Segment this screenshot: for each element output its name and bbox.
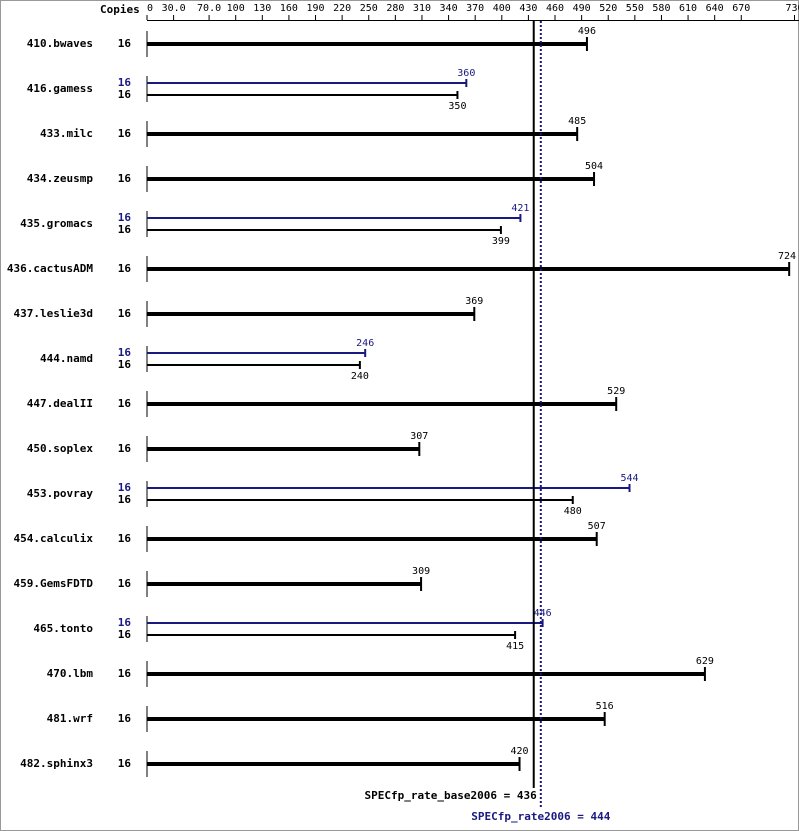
value-label: 504 [585, 161, 603, 172]
x-tick-label: 30.0 [162, 3, 186, 14]
copies-label: 16 [118, 616, 132, 629]
benchmark-label: 434.zeusmp [27, 172, 94, 185]
benchmark-label: 470.lbm [47, 667, 94, 680]
copies-label: 16 [118, 127, 132, 140]
value-label: 724 [778, 251, 796, 262]
x-tick-label: 520 [599, 3, 617, 14]
benchmark-label: 437.leslie3d [14, 307, 93, 320]
value-label: 480 [564, 506, 582, 517]
copies-label: 16 [118, 346, 132, 359]
x-tick-label: 160 [280, 3, 298, 14]
x-tick-label: 610 [679, 3, 697, 14]
benchmark-label: 433.milc [40, 127, 93, 140]
x-tick-label: 550 [626, 3, 644, 14]
copies-label: 16 [118, 532, 132, 545]
benchmark-label: 465.tonto [33, 622, 93, 635]
x-tick-label: 280 [386, 3, 404, 14]
value-label: 350 [448, 101, 466, 112]
x-tick-label: 70.0 [197, 3, 221, 14]
value-label: 240 [351, 371, 369, 382]
copies-label: 16 [118, 358, 132, 371]
x-tick-label: 0 [147, 3, 153, 14]
x-tick-label: 670 [732, 3, 750, 14]
value-label: 544 [620, 473, 638, 484]
x-tick-label: 190 [306, 3, 324, 14]
copies-label: 16 [118, 493, 132, 506]
copies-label: 16 [118, 211, 132, 224]
copies-label: 16 [118, 76, 132, 89]
x-tick-label: 640 [706, 3, 724, 14]
x-tick-label: 340 [440, 3, 458, 14]
benchmark-label: 435.gromacs [20, 217, 93, 230]
copies-label: 16 [118, 757, 132, 770]
copies-label: 16 [118, 88, 132, 101]
benchmark-label: 444.namd [40, 352, 93, 365]
copies-label: 16 [118, 262, 132, 275]
value-label: 629 [696, 656, 714, 667]
value-label: 369 [465, 296, 483, 307]
x-tick-label: 370 [466, 3, 484, 14]
copies-label: 16 [118, 307, 132, 320]
copies-label: 16 [118, 223, 132, 236]
copies-label: 16 [118, 172, 132, 185]
benchmark-label: 447.dealII [27, 397, 93, 410]
value-label: 507 [588, 521, 606, 532]
value-label: 446 [534, 608, 552, 619]
copies-label: 16 [118, 667, 132, 680]
value-label: 516 [596, 701, 614, 712]
benchmark-label: 481.wrf [47, 712, 93, 725]
copies-label: 16 [118, 442, 132, 455]
x-tick-label: 460 [546, 3, 564, 14]
benchmark-label: 416.gamess [27, 82, 93, 95]
copies-header: Copies [100, 3, 140, 16]
copies-label: 16 [118, 712, 132, 725]
copies-label: 16 [118, 628, 132, 641]
x-tick-label: 130 [253, 3, 271, 14]
x-tick-label: 730 [785, 3, 799, 14]
benchmark-label: 454.calculix [14, 532, 94, 545]
x-tick-label: 220 [333, 3, 351, 14]
copies-label: 16 [118, 577, 132, 590]
reference-label: SPECfp_rate2006 = 444 [471, 810, 610, 823]
benchmark-label: 482.sphinx3 [20, 757, 93, 770]
x-tick-label: 400 [493, 3, 511, 14]
copies-label: 16 [118, 397, 132, 410]
value-label: 421 [511, 203, 529, 214]
benchmark-label: 459.GemsFDTD [14, 577, 94, 590]
copies-label: 16 [118, 37, 132, 50]
x-tick-label: 250 [360, 3, 378, 14]
value-label: 496 [578, 26, 596, 37]
value-label: 420 [511, 746, 529, 757]
reference-label: SPECfp_rate_base2006 = 436 [365, 789, 538, 802]
copies-label: 16 [118, 481, 132, 494]
x-tick-label: 430 [519, 3, 537, 14]
x-tick-label: 100 [227, 3, 245, 14]
value-label: 246 [356, 338, 374, 349]
benchmark-label: 436.cactusADM [7, 262, 93, 275]
value-label: 307 [410, 431, 428, 442]
value-label: 309 [412, 566, 430, 577]
x-tick-label: 490 [573, 3, 591, 14]
x-tick-label: 310 [413, 3, 431, 14]
benchmark-label: 453.povray [27, 487, 94, 500]
benchmark-label: 450.soplex [27, 442, 94, 455]
value-label: 360 [457, 68, 475, 79]
value-label: 529 [607, 386, 625, 397]
value-label: 399 [492, 236, 510, 247]
benchmark-label: 410.bwaves [27, 37, 93, 50]
x-tick-label: 580 [652, 3, 670, 14]
value-label: 485 [568, 116, 586, 127]
value-label: 415 [506, 641, 524, 652]
